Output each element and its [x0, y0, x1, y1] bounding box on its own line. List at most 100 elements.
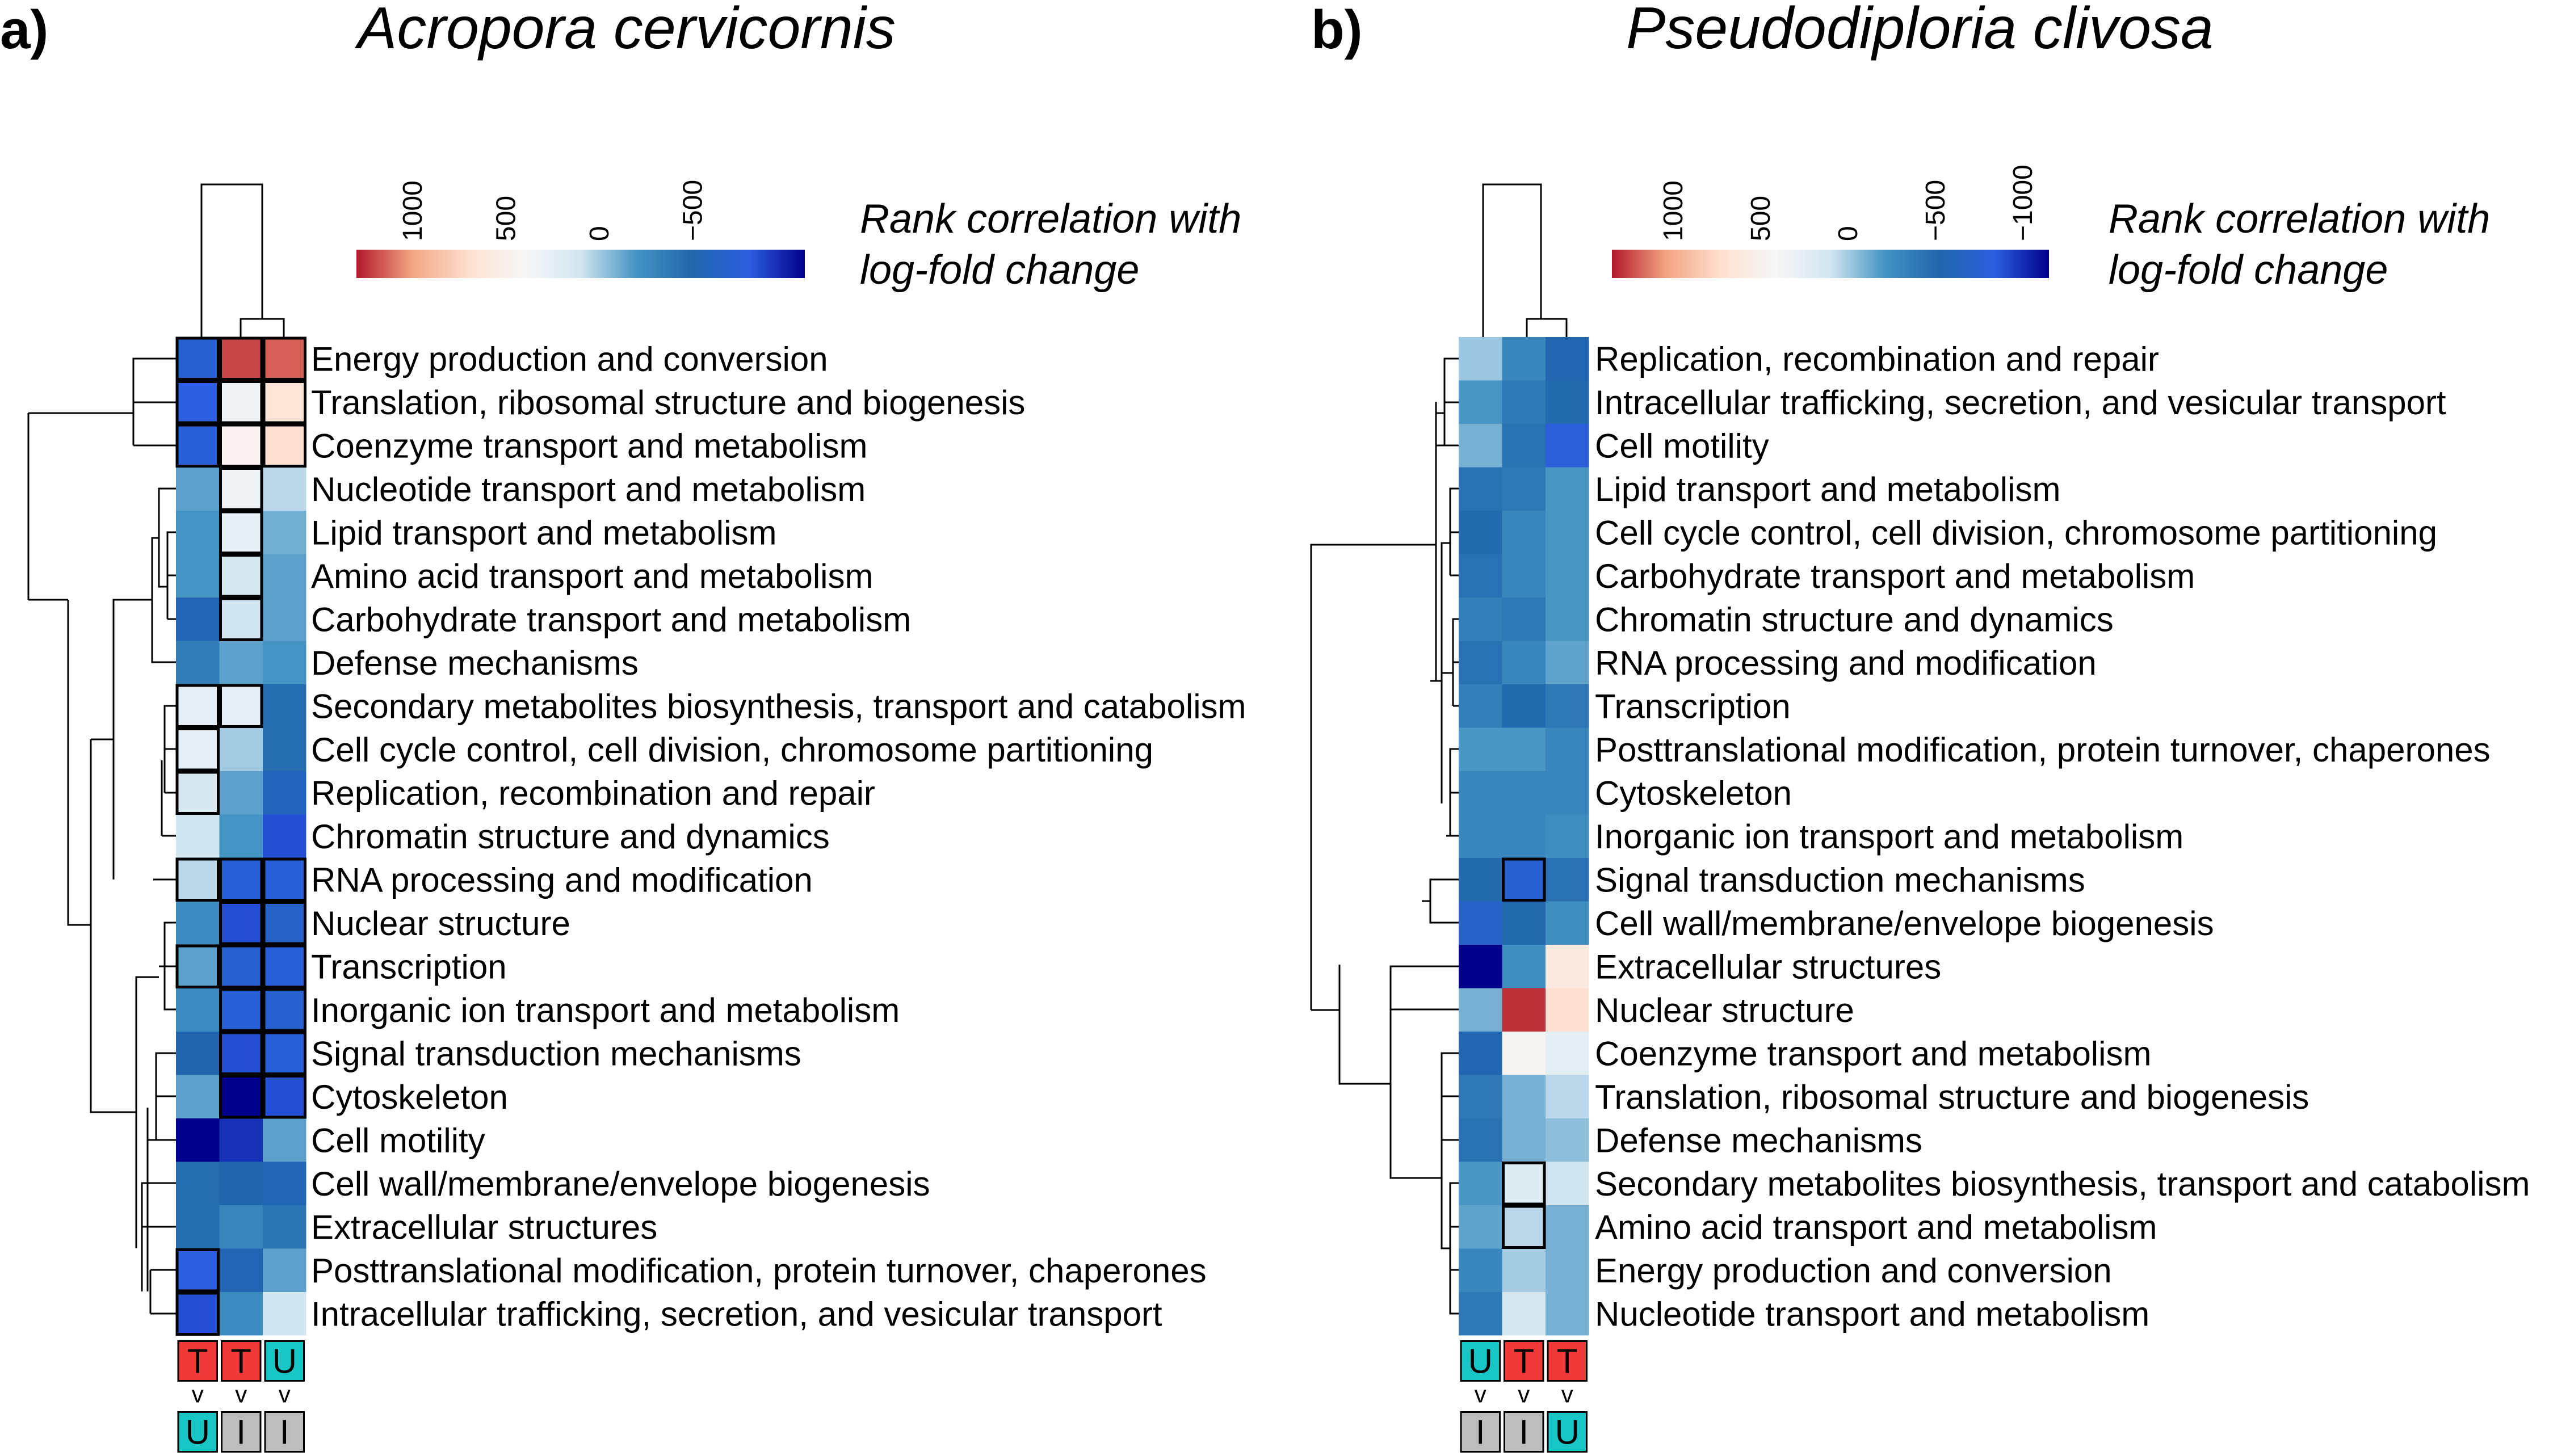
heatmap-cell — [219, 1032, 263, 1075]
heatmap-cell — [176, 727, 220, 771]
row-label: Cell motility — [1595, 427, 1769, 465]
heatmap-cell — [1459, 945, 1502, 988]
heatmap-cell — [263, 945, 306, 988]
significant-cell-outline — [262, 857, 306, 902]
contrast-top-box — [1547, 1340, 1588, 1382]
heatmap-cell — [176, 814, 220, 858]
heatmap-cell — [263, 554, 306, 597]
heatmap-cell — [219, 1162, 263, 1205]
significant-cell-outline — [219, 857, 263, 902]
heatmap-cell — [1546, 945, 1589, 988]
heatmap-cell — [1502, 1032, 1546, 1075]
scale-tick-label: 500 — [491, 196, 521, 241]
heatmap-cell — [176, 1032, 220, 1075]
heatmap-cell — [219, 554, 263, 597]
panel-b-heatmap-cells — [1459, 337, 1589, 1336]
significant-cell-outline — [175, 1248, 220, 1293]
significant-cell-outline — [219, 467, 263, 511]
heatmap-cell — [1459, 1292, 1502, 1336]
heatmap-cell — [1502, 380, 1546, 424]
heatmap-cell — [1459, 1118, 1502, 1162]
row-label: Carbohydrate transport and metabolism — [311, 600, 911, 638]
heatmap-cell — [1546, 1248, 1589, 1292]
contrast-sign: v — [1561, 1381, 1573, 1408]
row-label: RNA processing and modification — [311, 861, 813, 899]
heatmap-cell — [219, 814, 263, 858]
heatmap-cell — [1546, 511, 1589, 554]
significant-cell-outline — [175, 336, 220, 381]
row-label: Nucleotide transport and metabolism — [1595, 1295, 2149, 1333]
scale-tick-label: 1000 — [1658, 180, 1689, 241]
heatmap-cell — [176, 684, 220, 728]
heatmap-cell — [176, 424, 220, 468]
heatmap-cell — [263, 1292, 306, 1336]
heatmap-cell — [176, 771, 220, 815]
heatmap-cell — [1546, 814, 1589, 858]
panel-b-letter: b) — [1311, 0, 1363, 60]
contrast-bottom-label: U — [1555, 1413, 1580, 1451]
heatmap-cell — [1546, 1292, 1589, 1336]
row-label: Extracellular structures — [311, 1208, 657, 1246]
heatmap-cell — [219, 858, 263, 902]
heatmap-cell — [1502, 1118, 1546, 1162]
row-label: RNA processing and modification — [1595, 644, 2097, 682]
row-label: Inorganic ion transport and metabolism — [311, 991, 900, 1029]
significant-cell-outline — [262, 380, 306, 424]
row-label: Lipid transport and metabolism — [311, 514, 776, 552]
heatmap-cell — [219, 337, 263, 381]
significant-cell-outline — [219, 423, 263, 468]
heatmap-cell — [219, 1292, 263, 1336]
heatmap-cell — [1502, 1292, 1546, 1336]
row-label: Carbohydrate transport and metabolism — [1595, 557, 2195, 595]
heatmap-cell — [219, 1118, 263, 1162]
significant-cell-outline — [262, 1075, 306, 1119]
panel-b-column-dendrogram — [1482, 183, 1568, 338]
contrast-top-label: T — [187, 1343, 208, 1381]
panel-a-legend-title-line2: log-fold change — [860, 247, 1139, 293]
row-label: Cell cycle control, cell division, chrom… — [311, 731, 1153, 769]
heatmap-cell — [219, 727, 263, 771]
heatmap-cell — [1546, 467, 1589, 511]
contrast-bottom-box — [221, 1411, 262, 1453]
significant-cell-outline — [219, 1031, 263, 1075]
heatmap-cell — [1546, 1162, 1589, 1205]
row-label: Cell motility — [311, 1121, 485, 1159]
heatmap-cell — [1459, 988, 1502, 1032]
contrast-bottom-box — [1460, 1411, 1501, 1453]
row-label: Cell wall/membrane/envelope biogenesis — [311, 1165, 930, 1203]
heatmap-cell — [1502, 424, 1546, 468]
heatmap-cell — [1546, 424, 1589, 468]
heatmap-cell — [1459, 597, 1502, 641]
row-label: Intracellular trafficking, secretion, an… — [311, 1295, 1162, 1333]
heatmap-cell — [263, 511, 306, 554]
row-label: Nucleotide transport and metabolism — [311, 470, 866, 508]
contrast-top-box — [221, 1340, 262, 1382]
heatmap-cell — [1502, 814, 1546, 858]
heatmap-cell — [219, 511, 263, 554]
scale-tick-label: 500 — [1746, 196, 1776, 241]
heatmap-cell — [176, 1292, 220, 1336]
row-label: Secondary metabolites biosynthesis, tran… — [1595, 1165, 2530, 1203]
heatmap-cell — [1459, 901, 1502, 945]
panel-a-title: Acropora cervicornis — [354, 0, 896, 61]
heatmap-cell — [1459, 467, 1502, 511]
panel-b-legend-title-line1: Rank correlation with — [2109, 196, 2490, 242]
row-label: Translation, ribosomal structure and bio… — [311, 384, 1025, 422]
heatmap-cell — [1459, 771, 1502, 815]
panel-a-column-dendrogram — [200, 183, 285, 338]
significant-cell-outline — [219, 336, 263, 381]
heatmap-cell — [263, 1032, 306, 1075]
row-label: Coenzyme transport and metabolism — [311, 427, 867, 465]
contrast-bottom-label: I — [236, 1413, 246, 1451]
heatmap-cell — [1546, 554, 1589, 597]
panel-a: a) Acropora cervicornis 1000 500 0 −500 Ran… — [0, 0, 1246, 1453]
panel-b-scale-ticks: 1000 500 0 −500 −1000 — [1658, 165, 2038, 241]
heatmap-cell — [219, 597, 263, 641]
heatmap-cell — [1459, 511, 1502, 554]
scale-tick-label: −1000 — [2008, 165, 2038, 241]
row-label: Chromatin structure and dynamics — [1595, 600, 2114, 638]
heatmap-cell — [219, 901, 263, 945]
heatmap-cell — [1459, 1075, 1502, 1118]
